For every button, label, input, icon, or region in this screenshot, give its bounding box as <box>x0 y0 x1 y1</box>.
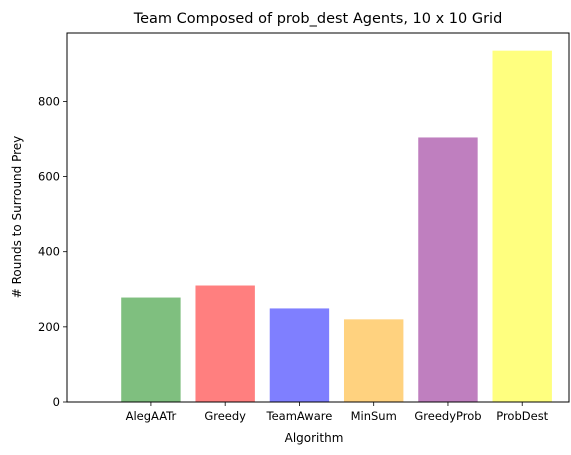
y-tick-label: 800 <box>38 94 60 108</box>
bar-greedyprob <box>418 137 478 402</box>
bars-group <box>121 50 552 403</box>
bar-minsum <box>343 319 404 402</box>
x-axis-ticks: AlegAATr Greedy TeamAware MinSum GreedyProb P… <box>126 402 549 423</box>
bar-alegaatr <box>121 297 181 402</box>
y-tick-label: 200 <box>38 320 60 334</box>
x-tick-label: AlegAATr <box>126 409 177 423</box>
x-tick-label: Greedy <box>204 409 246 423</box>
y-axis-label: # Rounds to Surround Prey <box>10 136 24 299</box>
x-tick-label: TeamAware <box>266 409 333 423</box>
bar-teamaware <box>269 308 330 402</box>
x-tick-label: MinSum <box>351 409 397 423</box>
x-tick-label: ProbDest <box>496 409 548 423</box>
x-axis-label: Algorithm <box>285 431 344 445</box>
plot-frame <box>66 32 570 403</box>
bar-probdest <box>492 50 552 403</box>
y-tick-label: 400 <box>38 245 60 259</box>
y-tick-label: 600 <box>38 170 60 184</box>
bar-greedy <box>195 285 255 402</box>
y-axis-ticks: 0 200 400 600 800 <box>38 94 67 409</box>
x-tick-label: GreedyProb <box>414 409 481 423</box>
y-tick-label: 0 <box>53 395 60 409</box>
chart-title: Team Composed of prob_dest Agents, 10 x … <box>133 11 503 27</box>
